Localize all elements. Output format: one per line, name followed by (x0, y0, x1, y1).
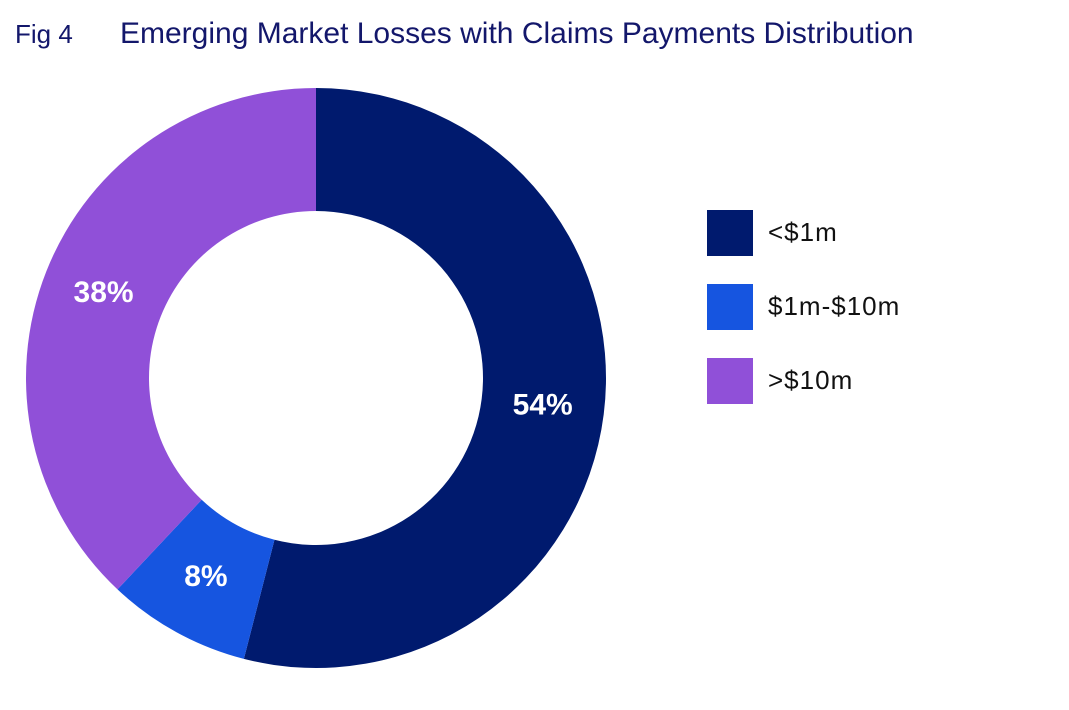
legend-swatch (707, 358, 753, 404)
legend-label: <$1m (768, 217, 838, 247)
legend-label: >$10m (768, 365, 853, 395)
slice (117, 499, 275, 659)
figure-label: Fig 4 (15, 19, 73, 49)
value-label: 38% (74, 276, 134, 309)
value-label: 54% (513, 389, 573, 422)
value-label: 8% (184, 560, 227, 593)
legend-swatch (707, 284, 753, 330)
slice (243, 88, 607, 668)
slice (25, 87, 316, 590)
chart-title: Emerging Market Losses with Claims Payme… (120, 17, 914, 50)
legend-swatch (707, 210, 753, 256)
legend-label: $1m-$10m (768, 291, 900, 321)
